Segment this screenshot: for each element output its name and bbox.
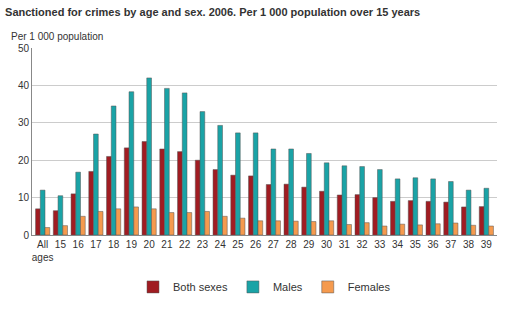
svg-text:35: 35 [410,239,422,250]
svg-text:38: 38 [463,239,475,250]
svg-text:20: 20 [18,155,30,166]
svg-text:24: 24 [215,239,227,250]
svg-text:37: 37 [445,239,457,250]
svg-text:Both sexes: Both sexes [173,281,228,293]
svg-text:18: 18 [108,239,120,250]
svg-text:31: 31 [339,239,351,250]
svg-text:Males: Males [273,281,303,293]
svg-text:Sanctioned for crimes by age a: Sanctioned for crimes by age and sex. 20… [5,6,420,18]
svg-text:23: 23 [197,239,209,250]
svg-text:33: 33 [374,239,386,250]
svg-text:29: 29 [303,239,315,250]
svg-text:39: 39 [481,239,493,250]
svg-text:25: 25 [232,239,244,250]
svg-text:28: 28 [286,239,298,250]
svg-text:22: 22 [179,239,191,250]
svg-text:15: 15 [55,239,67,250]
svg-text:30: 30 [321,239,333,250]
svg-text:27: 27 [268,239,280,250]
svg-text:26: 26 [250,239,262,250]
svg-text:Females: Females [348,281,391,293]
svg-text:50: 50 [18,43,30,54]
svg-text:Allages: Allages [32,239,54,263]
svg-text:40: 40 [18,80,30,91]
svg-text:0: 0 [23,230,29,241]
svg-text:16: 16 [73,239,85,250]
svg-text:32: 32 [357,239,369,250]
svg-text:Per 1 000 population: Per 1 000 population [11,31,103,42]
svg-text:19: 19 [126,239,138,250]
svg-text:20: 20 [144,239,156,250]
svg-text:34: 34 [392,239,404,250]
svg-text:36: 36 [428,239,440,250]
svg-text:21: 21 [161,239,173,250]
svg-text:30: 30 [18,117,30,128]
svg-text:17: 17 [90,239,102,250]
svg-text:10: 10 [18,192,30,203]
